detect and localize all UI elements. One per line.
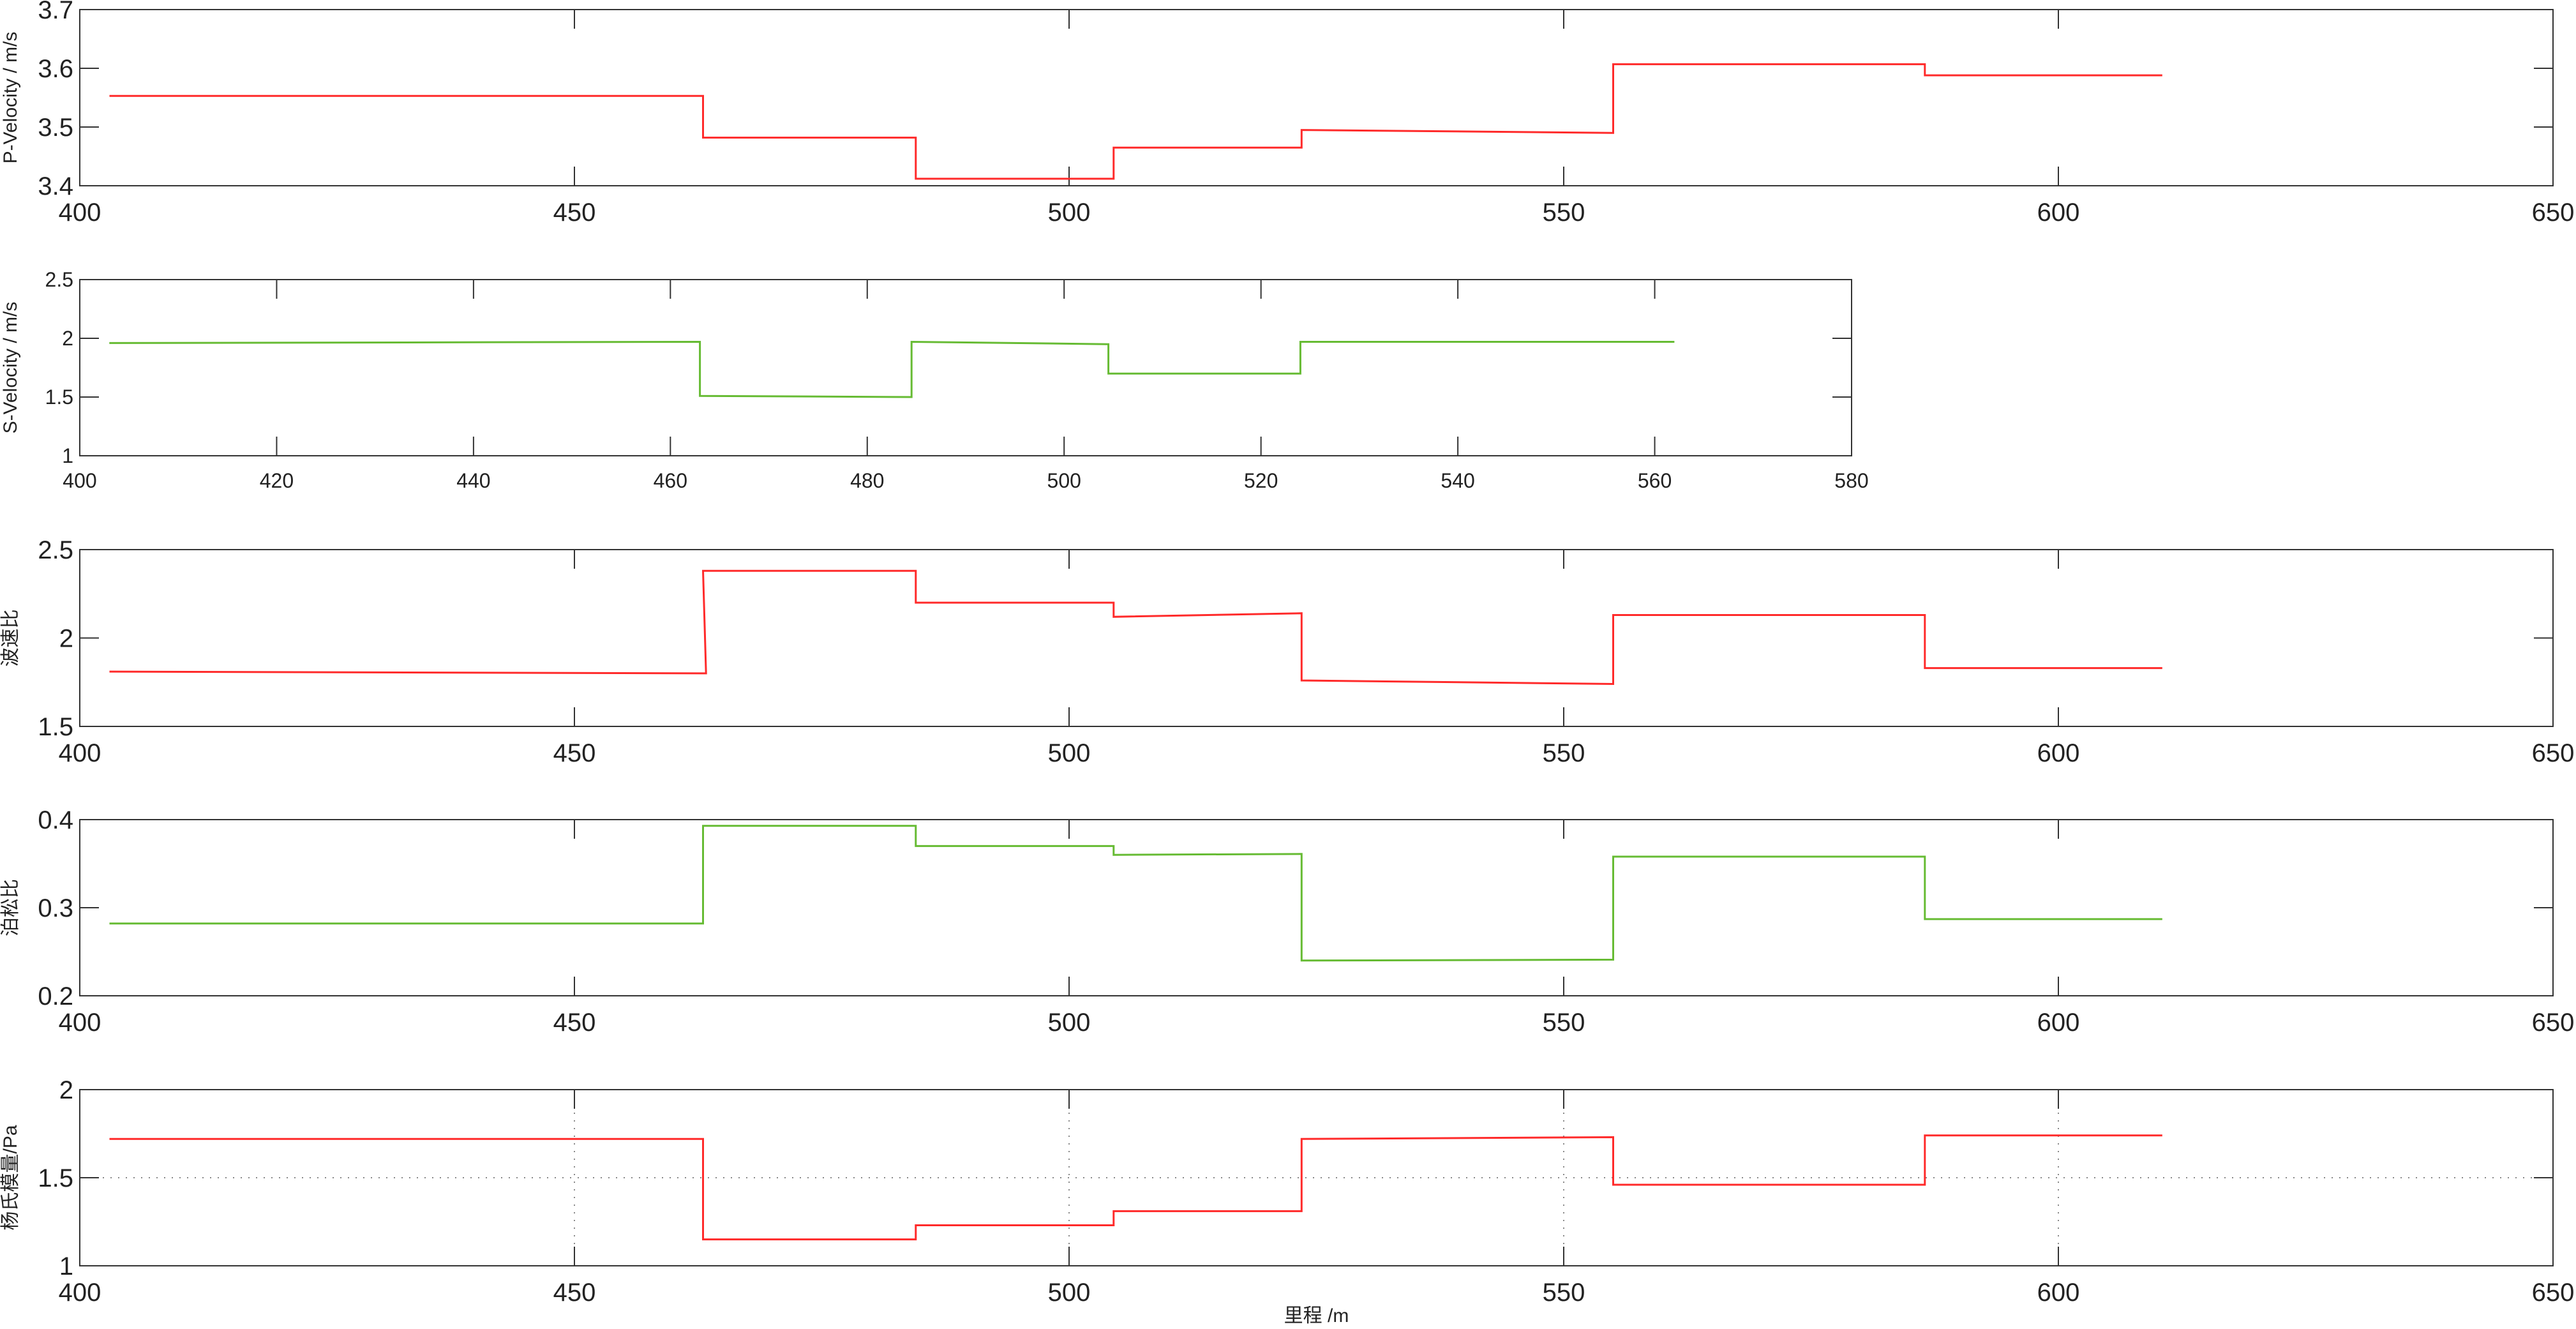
- y-tick-label: 2.5: [38, 536, 73, 564]
- x-tick-label: 600: [2037, 1279, 2080, 1307]
- y-axis-label: 泊松比: [0, 879, 21, 936]
- y-tick-label: 1.5: [38, 1164, 73, 1192]
- x-tick-label: 520: [1244, 469, 1278, 492]
- y-axis-label: 波速比: [0, 610, 21, 667]
- plot-area-frame: [79, 9, 2554, 186]
- series-line: [109, 1134, 2162, 1241]
- x-tick-label: 500: [1048, 1009, 1091, 1037]
- x-tick-label: 400: [59, 199, 101, 227]
- y-tick-label: 2: [62, 327, 73, 350]
- plot-area-frame: [79, 1089, 2554, 1266]
- chart-panel-2: 400 420 440 460 480 500 520 540 560 580 1 1.5 2 2.5 S-…: [0, 268, 1869, 492]
- x-tick-label: 400: [59, 1009, 101, 1037]
- x-tick-label: 550: [1543, 1279, 1585, 1307]
- x-tick-label: 460: [654, 469, 687, 492]
- x-tick-label: 440: [456, 469, 490, 492]
- x-tick-label: 580: [1834, 469, 1868, 492]
- x-tick-label: 550: [1543, 1009, 1585, 1037]
- x-tick-label: 600: [2037, 199, 2080, 227]
- y-axis-label: S-Velocity / m/s: [0, 302, 21, 434]
- plot-area-frame: [79, 819, 2554, 996]
- series-line: [109, 825, 2162, 962]
- y-tick-label: 1.5: [38, 713, 73, 741]
- x-tick-label: 600: [2037, 739, 2080, 767]
- x-tick-label: 400: [59, 739, 101, 767]
- x-tick-label: 560: [1638, 469, 1672, 492]
- y-tick-label: 3.6: [38, 55, 73, 83]
- y-tick-label: 0.3: [38, 894, 73, 922]
- plot-area-frame: [79, 549, 2554, 727]
- x-tick-label: 500: [1048, 739, 1091, 767]
- x-tick-label: 500: [1047, 469, 1081, 492]
- y-axis-label: 杨氏模量/Pa: [0, 1125, 21, 1230]
- chart-panel-5: 400 450 500 550 600 650 1 1.5 2 杨氏模量/Pa 里程 /m: [0, 1076, 2574, 1326]
- x-tick-label: 450: [553, 1279, 596, 1307]
- y-tick-label: 1.5: [45, 386, 73, 409]
- chart-panel-3: 400 450 500 550 600 650 1.5 2 2.5 波速比: [0, 536, 2574, 767]
- x-tick-label: 600: [2037, 1009, 2080, 1037]
- x-tick-label: 650: [2532, 1009, 2575, 1037]
- x-tick-label: 550: [1543, 739, 1585, 767]
- y-tick-label: 2.5: [45, 268, 73, 291]
- y-tick-label: 0.2: [38, 982, 73, 1010]
- x-tick-label: 650: [2532, 739, 2575, 767]
- x-tick-label: 650: [2532, 1279, 2575, 1307]
- y-tick-label: 1: [59, 1252, 73, 1280]
- x-tick-label: 450: [553, 1009, 596, 1037]
- x-tick-label: 400: [59, 1279, 101, 1307]
- x-tick-label: 550: [1543, 199, 1585, 227]
- chart-panel-4: 400 450 500 550 600 650 0.2 0.3 0.4 泊松比: [0, 806, 2574, 1037]
- y-axis-label: P-Velocity / m/s: [0, 32, 21, 164]
- x-tick-label: 500: [1048, 199, 1091, 227]
- x-tick-label: 650: [2532, 199, 2575, 227]
- x-tick-label: 500: [1048, 1279, 1091, 1307]
- x-tick-label: 480: [850, 469, 884, 492]
- x-axis-label: 里程 /m: [1284, 1305, 1349, 1326]
- y-tick-label: 0.4: [38, 806, 73, 834]
- series-line: [109, 569, 2162, 686]
- x-tick-label: 540: [1441, 469, 1474, 492]
- y-tick-label: 2: [59, 1076, 73, 1104]
- x-tick-label: 450: [553, 739, 596, 767]
- chart-panel-1: 400 450 500 550 600 650 3.4 3.5 3.6 3.7 P-Velocity…: [0, 0, 2574, 227]
- y-tick-label: 1: [62, 444, 73, 467]
- series-line: [109, 340, 1675, 398]
- series-line: [109, 63, 2162, 180]
- plot-area-frame: [79, 279, 1852, 456]
- y-tick-label: 3.4: [38, 172, 73, 200]
- x-tick-label: 450: [553, 199, 596, 227]
- y-tick-label: 3.5: [38, 114, 73, 142]
- x-tick-label: 400: [63, 469, 96, 492]
- y-tick-label: 3.7: [38, 0, 73, 24]
- y-tick-label: 2: [59, 625, 73, 653]
- x-tick-label: 420: [260, 469, 294, 492]
